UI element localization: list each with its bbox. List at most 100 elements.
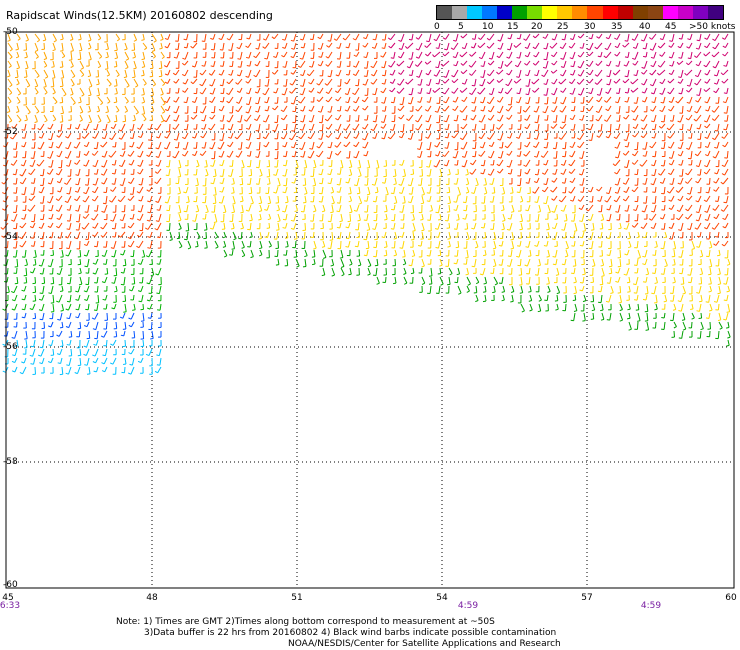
wind-barb (16, 60, 20, 68)
wind-barb-flag (656, 72, 660, 76)
wind-barb (339, 168, 342, 175)
wind-barb (249, 240, 252, 248)
wind-barb (520, 123, 522, 130)
wind-barb-flag (524, 118, 528, 121)
wind-barb-flag (650, 64, 654, 68)
wind-barb (439, 249, 442, 256)
wind-barb-flag (492, 291, 496, 294)
wind-barb (383, 96, 387, 104)
wind-barb (681, 51, 684, 59)
wind-barb-flag (48, 292, 52, 294)
wind-barb-flag (128, 324, 132, 328)
wind-barb-flag (262, 136, 266, 140)
wind-barb-flag (523, 164, 527, 167)
wind-barb (321, 114, 324, 123)
wind-barb-flag (117, 235, 122, 238)
wind-barb (77, 366, 81, 374)
wind-barb (597, 60, 603, 66)
wind-barb (471, 69, 477, 76)
wind-barb-flag (141, 94, 145, 96)
wind-barb (714, 33, 720, 41)
wind-barb-flag (673, 326, 677, 329)
wind-barb (634, 132, 639, 138)
wind-barb-flag (52, 92, 56, 95)
wind-barb (304, 159, 308, 168)
wind-barb (591, 132, 594, 141)
wind-barb (651, 141, 657, 149)
wind-barb-flag (162, 103, 166, 106)
wind-barb (322, 267, 326, 276)
wind-barb (580, 195, 585, 202)
wind-barb (285, 249, 288, 256)
wind-barb (590, 213, 594, 221)
wind-barb-flag (357, 264, 362, 267)
wind-barb-flag (442, 108, 446, 112)
wind-barb-flag (461, 165, 465, 168)
wind-barb (592, 222, 595, 230)
wind-barb (394, 240, 396, 249)
wind-barb (515, 78, 522, 84)
wind-barb-flag (649, 48, 654, 51)
wind-barb (195, 141, 198, 149)
wind-barb (682, 321, 687, 330)
wind-barb (142, 42, 148, 49)
wind-barb (591, 195, 594, 203)
wind-barb-flag (666, 190, 671, 194)
wind-barb-flag (651, 210, 655, 213)
wind-barb-flag (708, 290, 712, 293)
wind-barb-flag (415, 37, 419, 40)
wind-barb (526, 141, 531, 148)
wind-barb (418, 33, 423, 40)
wind-barb (339, 177, 342, 186)
wind-barb-flag (660, 147, 665, 150)
wind-barb (158, 285, 162, 294)
wind-barb-flag (120, 271, 124, 274)
wind-barb (30, 168, 36, 175)
wind-barb (519, 51, 522, 59)
wind-barb-flag (705, 301, 709, 303)
wind-barb (438, 42, 441, 49)
legend-color-swatch (497, 6, 513, 19)
wind-barb-flag (451, 91, 455, 94)
wind-barb-flag (561, 163, 565, 166)
wind-barb (364, 96, 369, 103)
wind-barb (319, 33, 324, 39)
wind-barb (457, 267, 461, 275)
wind-barb-flag (703, 171, 707, 175)
wind-barb (717, 303, 720, 311)
wind-barb (636, 294, 639, 301)
wind-barb (609, 312, 612, 321)
wind-barb-flag (507, 37, 511, 40)
wind-barb-flag (114, 57, 118, 60)
wind-barb-flag (497, 156, 502, 159)
wind-barb-flag (480, 226, 485, 229)
wind-barb-flag (272, 107, 276, 111)
wind-barb-flag (723, 112, 727, 114)
wind-barb-flag (110, 219, 114, 222)
wind-barb (709, 321, 711, 330)
wind-barb-flag (614, 53, 618, 57)
wind-barb-flag (667, 91, 671, 95)
wind-barb (617, 186, 621, 194)
wind-barb (403, 276, 408, 284)
wind-barb (519, 258, 522, 266)
wind-barb-flag (56, 181, 61, 184)
wind-barb (88, 105, 91, 112)
wind-barb-flag (440, 63, 444, 67)
wind-barb-flag (516, 155, 520, 157)
wind-barb (311, 60, 315, 68)
wind-barb (76, 159, 81, 165)
wind-barb (7, 240, 9, 248)
wind-barb-flag (137, 360, 142, 364)
wind-barb (689, 222, 693, 230)
wind-barb (124, 294, 127, 302)
wind-barb-flag (66, 300, 71, 303)
wind-barb (124, 321, 127, 330)
wind-barb-flag (586, 108, 590, 112)
wind-barb (241, 222, 244, 229)
wind-barb-flag (75, 290, 79, 293)
wind-barb (628, 321, 632, 330)
wind-barb-flag (717, 254, 721, 257)
wind-barb (285, 150, 288, 157)
wind-barb (698, 87, 702, 96)
